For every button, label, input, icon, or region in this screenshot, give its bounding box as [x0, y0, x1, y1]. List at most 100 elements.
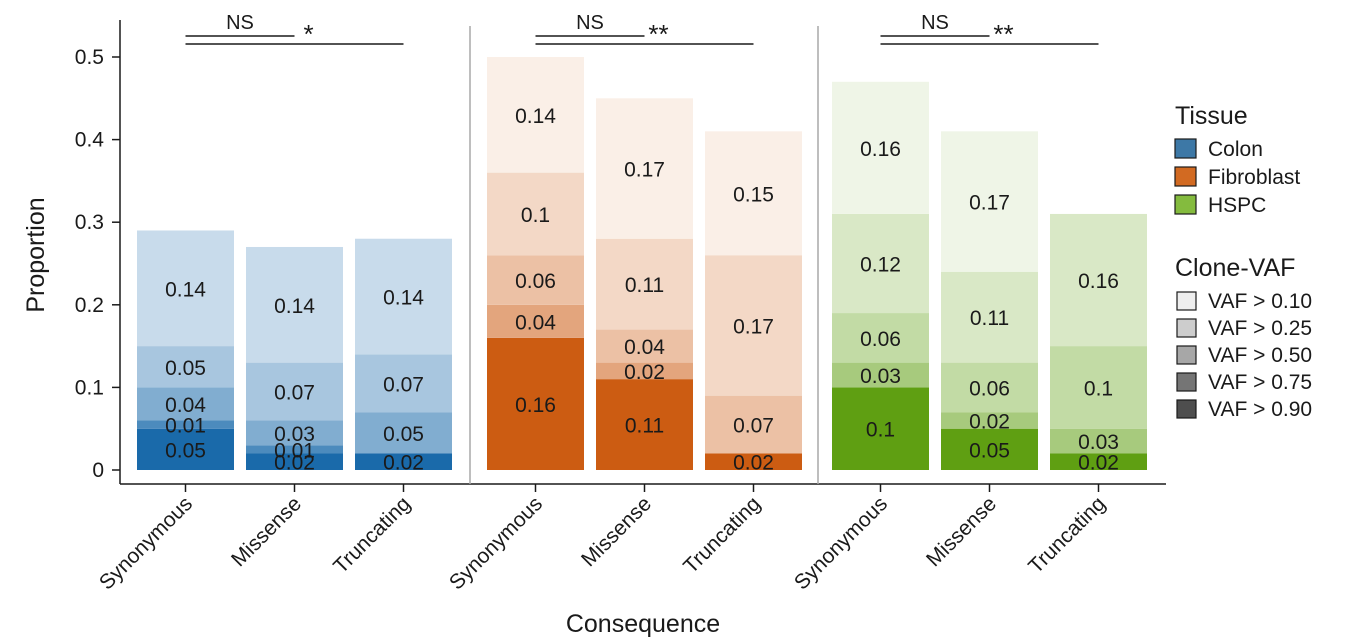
bar-segment [705, 131, 802, 256]
legend-swatch-vaf [1176, 399, 1197, 419]
bar-segment [1050, 428, 1147, 454]
category-label: Synonymous [445, 492, 547, 594]
bar-segment [596, 329, 693, 363]
y-tick-label: 0.1 [75, 376, 104, 399]
segment-value-label: 0.04 [515, 311, 556, 334]
category-label: Synonymous [95, 492, 197, 594]
bar-segment [941, 362, 1038, 413]
bar-segment [355, 354, 452, 413]
legend-label-vaf: VAF > 0.75 [1208, 371, 1312, 394]
segment-value-label: 0.03 [1078, 431, 1119, 454]
segment-value-label: 0.02 [1078, 452, 1119, 475]
segment-value-label: 0.14 [274, 295, 315, 318]
bar-segment [832, 387, 929, 470]
bar-segment [596, 379, 693, 470]
bar-segment [1050, 213, 1147, 347]
y-axis-title: Proportion [22, 197, 50, 312]
segment-value-label: 0.15 [733, 183, 774, 206]
bar-segment [596, 362, 693, 380]
segment-value-label: 0.07 [383, 373, 424, 396]
significance-label: ** [993, 19, 1013, 49]
segment-value-label: 0.05 [969, 439, 1010, 462]
legend-label-vaf: VAF > 0.25 [1208, 317, 1312, 340]
panel-fibroblast: 0.160.040.060.10.140.110.020.040.110.170… [487, 12, 802, 475]
segment-value-label: 0.14 [165, 278, 206, 301]
segment-value-label: 0.16 [1078, 270, 1119, 293]
segment-value-label: 0.04 [165, 394, 206, 417]
segment-value-label: 0.17 [624, 159, 665, 182]
segment-value-label: 0.06 [860, 328, 901, 351]
bar-segment [832, 313, 929, 363]
legend-swatch-vaf [1176, 291, 1197, 311]
segment-value-label: 0.1 [866, 419, 895, 442]
significance-label: NS [226, 12, 254, 34]
segment-value-label: 0.02 [383, 452, 424, 475]
bar-segment [355, 453, 452, 470]
bar-segment [355, 238, 452, 355]
legend-label-tissue: HSPC [1208, 194, 1266, 217]
bar-segment [137, 230, 234, 347]
category-label: Synonymous [790, 492, 892, 594]
bar-segment [941, 428, 1038, 470]
bar-segment [487, 172, 584, 256]
bar-segment [596, 238, 693, 330]
x-axis-title: Consequence [566, 610, 720, 638]
segment-value-label: 0.02 [969, 410, 1010, 433]
segment-value-label: 0.05 [165, 357, 206, 380]
bar-segment [246, 246, 343, 363]
segment-value-label: 0.17 [733, 315, 774, 338]
bar-segment [705, 395, 802, 454]
bar-segment [705, 453, 802, 470]
category-label: Truncating [1024, 492, 1110, 578]
significance-label: NS [576, 12, 604, 34]
bar-segment [941, 412, 1038, 429]
y-tick-label: 0.3 [75, 211, 104, 234]
significance-label: ** [648, 19, 668, 49]
segment-value-label: 0.11 [625, 274, 664, 297]
segment-value-label: 0.12 [860, 254, 901, 277]
bar-segment [137, 428, 234, 470]
category-label: Missense [922, 492, 1001, 571]
bar-segment [355, 412, 452, 454]
segment-value-label: 0.02 [624, 361, 665, 384]
bar-segment [137, 387, 234, 421]
y-tick-label: 0.5 [75, 46, 104, 69]
y-tick-label: 0.2 [75, 294, 104, 317]
segment-value-label: 0.02 [274, 452, 315, 475]
category-label: Missense [577, 492, 656, 571]
bar-segment [1050, 346, 1147, 429]
legend-tissue-title: Tissue [1175, 102, 1248, 130]
bar-segment [832, 81, 929, 214]
bar-segment [487, 57, 584, 173]
legend: Tissue Clone-VAF Colon Fibroblast HSPC VAF … [1174, 102, 1312, 421]
bar-segment [487, 255, 584, 305]
bar-segment [596, 98, 693, 239]
bar-segment [246, 362, 343, 421]
legend-swatch-vaf [1176, 318, 1197, 338]
bar-segment [1050, 453, 1147, 470]
segment-value-label: 0.06 [969, 377, 1010, 400]
panel-colon: 0.050.010.040.050.140.020.010.030.070.14… [137, 12, 452, 475]
segment-value-label: 0.17 [969, 192, 1010, 215]
segment-value-label: 0.05 [165, 439, 206, 462]
legend-swatch-tissue [1174, 138, 1197, 159]
legend-swatch-tissue [1174, 194, 1197, 215]
segment-value-label: 0.14 [383, 287, 424, 310]
y-tick-label: 0.4 [75, 129, 105, 152]
segment-value-label: 0.14 [515, 105, 556, 128]
bar-segment [941, 271, 1038, 363]
y-tick-label: 0 [92, 459, 104, 482]
segment-value-label: 0.07 [274, 382, 315, 405]
segment-value-label: 0.05 [383, 423, 424, 446]
legend-swatch-vaf [1176, 372, 1197, 392]
segment-value-label: 0.04 [624, 336, 665, 359]
segment-value-label: 0.11 [625, 415, 664, 438]
panel-hspc: 0.1 0.03 0.06 0.12 0.16 0.05 0.02 0.06 0.11 0.17 0… [832, 12, 1147, 475]
bar-segment [941, 131, 1038, 272]
segment-value-label: 0.03 [274, 423, 315, 446]
legend-vaf-title: Clone-VAF [1175, 254, 1295, 282]
legend-label-vaf: VAF > 0.10 [1208, 290, 1312, 313]
segment-value-label: 0.1 [1084, 377, 1113, 400]
bar-segment [137, 420, 234, 429]
